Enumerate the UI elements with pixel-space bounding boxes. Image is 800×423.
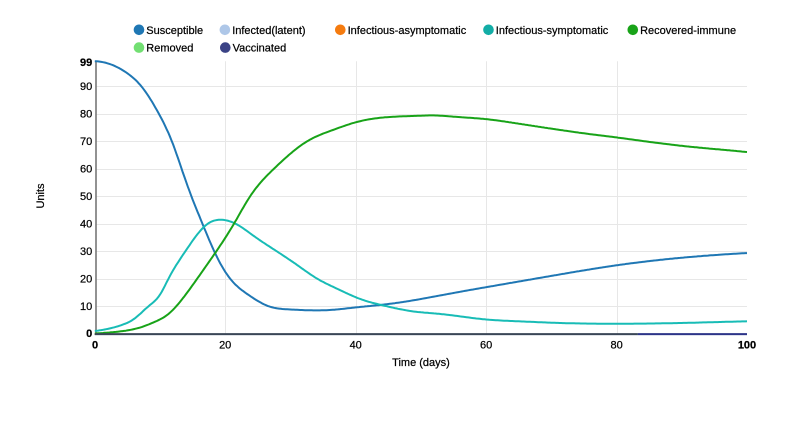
svg-text:40: 40 <box>350 339 362 351</box>
svg-text:60: 60 <box>80 163 92 175</box>
svg-text:Removed: Removed <box>146 43 193 55</box>
svg-text:70: 70 <box>80 136 92 148</box>
svg-text:0: 0 <box>86 328 92 340</box>
svg-text:Susceptible: Susceptible <box>146 25 203 37</box>
svg-text:30: 30 <box>80 246 92 258</box>
svg-text:10: 10 <box>80 301 92 313</box>
svg-text:Time (days): Time (days) <box>392 357 450 369</box>
svg-text:Infected(latent): Infected(latent) <box>232 25 305 37</box>
svg-text:Recovered-immune: Recovered-immune <box>640 25 736 37</box>
svg-text:80: 80 <box>610 339 622 351</box>
svg-text:20: 20 <box>80 274 92 286</box>
svg-text:Infectious-asymptomatic: Infectious-asymptomatic <box>348 25 467 37</box>
svg-text:80: 80 <box>80 108 92 120</box>
svg-text:99: 99 <box>80 57 92 69</box>
svg-text:Units: Units <box>35 183 47 209</box>
svg-text:60: 60 <box>480 339 492 351</box>
svg-text:0: 0 <box>92 339 98 351</box>
svg-text:100: 100 <box>738 339 756 351</box>
svg-text:90: 90 <box>80 81 92 93</box>
svg-text:Infectious-symptomatic: Infectious-symptomatic <box>496 25 609 37</box>
svg-text:20: 20 <box>219 339 231 351</box>
svg-text:Vaccinated: Vaccinated <box>233 43 287 55</box>
svg-text:50: 50 <box>80 191 92 203</box>
svg-text:40: 40 <box>80 219 92 231</box>
